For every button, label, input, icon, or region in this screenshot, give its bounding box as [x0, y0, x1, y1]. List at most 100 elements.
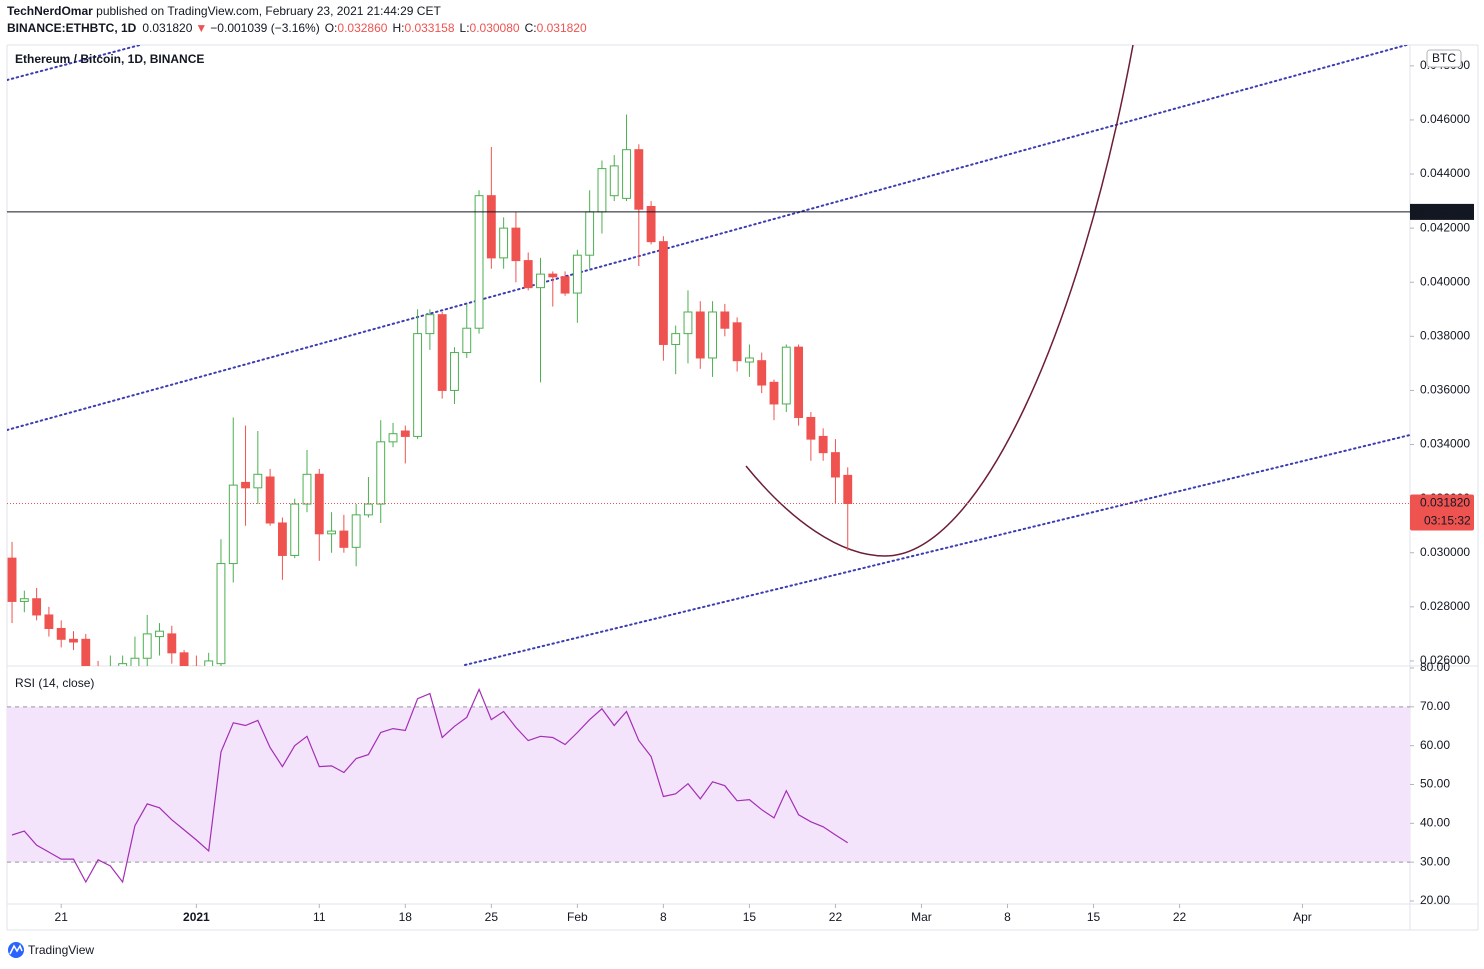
rsi-y-tick-label: 30.00 — [1420, 854, 1450, 868]
candle-body — [339, 530, 349, 548]
ohlc-value: 0.033158 — [404, 21, 454, 35]
candle-body — [179, 652, 189, 666]
unit-badge — [1426, 49, 1462, 68]
ohlc-value: 0.030080 — [470, 21, 520, 35]
x-tick-label: 8 — [660, 910, 667, 924]
symbol: BINANCE:ETHBTC, 1D — [7, 21, 137, 35]
x-tick-label: 15 — [1087, 910, 1101, 924]
last-price-label: 0.031820 — [1420, 496, 1470, 510]
candle-body — [376, 441, 386, 505]
candle-body — [757, 360, 767, 386]
candle-body — [474, 195, 484, 329]
trend-line — [7, 45, 141, 81]
candle-body — [646, 205, 656, 243]
candle-body — [634, 149, 644, 210]
y-tick-label: 0.036000 — [1420, 383, 1470, 397]
y-tick-label: 0.026000 — [1420, 653, 1470, 667]
candle-body — [7, 557, 17, 602]
candle-body — [658, 241, 668, 345]
candle-body — [364, 503, 373, 516]
rsi-band — [7, 706, 1410, 863]
candle-body — [327, 530, 337, 535]
candle-body — [560, 276, 570, 294]
unit-label: BTC — [1432, 51, 1456, 65]
candle-body — [413, 333, 423, 437]
candle-body — [302, 473, 312, 505]
axes: 21 2021 11 18 25 Feb 8 15 22 Mar 8 15 22 Apr 0.026000 0… — [55, 58, 1474, 924]
candle-body — [818, 435, 828, 454]
countdown-label: 03:15:32 — [1424, 514, 1471, 528]
candle-body — [744, 357, 754, 363]
change: −0.001039 (−3.16%) — [210, 21, 319, 35]
ohlc-value: 0.032860 — [337, 21, 387, 35]
candle-body — [81, 638, 91, 666]
ohlc-value: 0.031820 — [537, 21, 587, 35]
candle-body — [155, 630, 164, 638]
publisher-line: TechNerdOmar published on TradingView.co… — [7, 4, 441, 18]
candle-body — [56, 627, 66, 640]
candle-body — [609, 165, 619, 197]
candle-body — [622, 149, 631, 199]
candle-body — [794, 346, 804, 418]
rsi-y-tick-label: 50.00 — [1420, 777, 1450, 791]
candle-body — [486, 195, 496, 259]
candle-body — [32, 598, 42, 616]
y-tick-label: 0.042000 — [1420, 220, 1470, 234]
x-tick-label: 22 — [1173, 910, 1187, 924]
candle-body — [204, 660, 214, 666]
candle-body — [290, 503, 300, 556]
price: 0.031820 — [142, 21, 192, 35]
candle-body — [228, 484, 238, 565]
candle-body — [695, 311, 705, 359]
candle-body — [843, 474, 853, 505]
y-tick-label: 0.046000 — [1420, 112, 1470, 126]
candle-body — [831, 452, 840, 478]
candle-body — [425, 314, 435, 335]
cup-curve — [745, 45, 1134, 557]
candle-body — [314, 473, 324, 535]
candle-body — [572, 254, 582, 294]
candle-body — [388, 433, 398, 443]
candle-body — [400, 430, 410, 437]
candle-body — [597, 168, 607, 213]
candle-body — [44, 614, 54, 629]
candle-body — [781, 346, 791, 405]
y-tick-label: 0.030000 — [1420, 545, 1470, 559]
x-tick-label: 8 — [1004, 910, 1011, 924]
candle-body — [523, 260, 533, 289]
published-info: published on TradingView.com, February 2… — [93, 4, 442, 18]
rsi-y-tick-label: 60.00 — [1420, 738, 1450, 752]
x-tick-label: 2021 — [183, 910, 210, 924]
last-price-bg — [1410, 494, 1474, 531]
candle-body — [732, 322, 742, 362]
candle-body — [437, 314, 447, 391]
candle-body — [499, 227, 509, 259]
candle-body — [511, 227, 521, 262]
candle-body — [130, 657, 140, 666]
chart-title: Ethereum / Bitcoin, 1D, BINANCE — [15, 52, 204, 66]
x-tick-label: 25 — [485, 910, 499, 924]
tv-logo — [8, 942, 24, 958]
rsi-lines — [11, 687, 849, 884]
candle-body — [536, 273, 545, 289]
x-tick-label: Feb — [567, 910, 588, 924]
level-label: 0.042600 — [1418, 204, 1468, 218]
candle-body — [683, 311, 693, 335]
rsi-line — [11, 687, 849, 884]
trend-line — [464, 434, 1410, 666]
y-tick-label: 0.028000 — [1420, 599, 1470, 613]
candle-body — [450, 352, 459, 391]
candle-body — [253, 473, 263, 489]
x-tick-label: 22 — [829, 910, 843, 924]
y-tick-label: 0.034000 — [1420, 437, 1470, 451]
candle-body — [769, 381, 779, 405]
rsi-y-tick-label: 70.00 — [1420, 699, 1450, 713]
footer-brand: TradingView — [28, 943, 94, 957]
y-tick-label: 0.040000 — [1420, 274, 1470, 288]
candle-body — [142, 633, 152, 659]
candle-body — [241, 481, 250, 489]
candle-body — [19, 598, 29, 602]
candle-body — [69, 638, 78, 643]
candle-body — [806, 416, 816, 440]
